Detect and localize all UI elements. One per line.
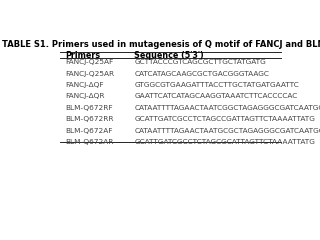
Text: FANCJ-Q25AF: FANCJ-Q25AF	[65, 59, 113, 65]
Text: GCTTACCCGTCAGCGCTTGCTATGATG: GCTTACCCGTCAGCGCTTGCTATGATG	[134, 59, 266, 65]
Text: FANCJ-ΔQF: FANCJ-ΔQF	[65, 82, 103, 88]
Text: BLM-Q672RR: BLM-Q672RR	[65, 116, 113, 122]
Text: Sequence (5′3′): Sequence (5′3′)	[134, 51, 204, 60]
Text: TABLE S1. Primers used in mutagenesis of Q motif of FANCJ and BLM: TABLE S1. Primers used in mutagenesis of…	[2, 40, 320, 49]
Text: CATAATTTTAGAACTAATGCGCTAGAGGGCGATCAATGC: CATAATTTTAGAACTAATGCGCTAGAGGGCGATCAATGC	[134, 128, 320, 134]
Text: BLM-Q672AF: BLM-Q672AF	[65, 128, 112, 134]
Text: CATCATAGCAAGCGCTGACGGGTAAGC: CATCATAGCAAGCGCTGACGGGTAAGC	[134, 71, 269, 77]
Text: GCATTGATCGCCTCTAGCGCATTAGTTCTAAAATTATG: GCATTGATCGCCTCTAGCGCATTAGTTCTAAAATTATG	[134, 139, 315, 145]
Text: CATAATTTTAGAACTAATCGGCTAGAGGGCGATCAATGC: CATAATTTTAGAACTAATCGGCTAGAGGGCGATCAATGC	[134, 105, 320, 111]
Text: GAATTCATCATAGCAAGGTAAATCTTCACCCCAC: GAATTCATCATAGCAAGGTAAATCTTCACCCCAC	[134, 93, 298, 99]
Text: Primers: Primers	[65, 51, 100, 60]
Text: GTGGCGTGAAGATTTACCTTGCTATGATGAATTC: GTGGCGTGAAGATTTACCTTGCTATGATGAATTC	[134, 82, 299, 88]
Text: BLM-Q672AR: BLM-Q672AR	[65, 139, 113, 145]
Text: BLM-Q672RF: BLM-Q672RF	[65, 105, 112, 111]
Text: FANCJ-ΔQR: FANCJ-ΔQR	[65, 93, 104, 99]
Text: GCATTGATCGCCTCTAGCCGATTAGTTCTAAAATTATG: GCATTGATCGCCTCTAGCCGATTAGTTCTAAAATTATG	[134, 116, 315, 122]
Text: FANCJ-Q25AR: FANCJ-Q25AR	[65, 71, 114, 77]
